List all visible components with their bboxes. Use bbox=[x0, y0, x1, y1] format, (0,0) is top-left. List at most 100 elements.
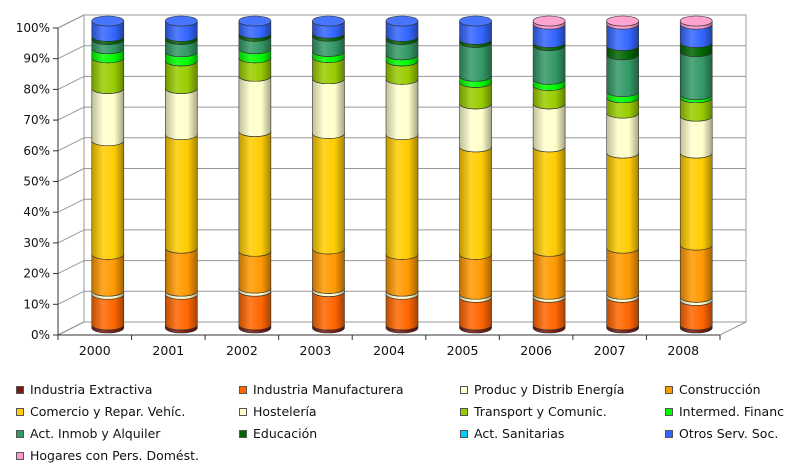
legend-swatch bbox=[16, 407, 24, 416]
legend-label: Hogares con Pers. Domést. bbox=[30, 448, 200, 463]
y-tick-label: 90% bbox=[23, 52, 50, 66]
legend-item: Intermed. Financ bbox=[665, 404, 784, 419]
legend-swatch bbox=[16, 451, 24, 460]
legend-label: Construcción bbox=[679, 382, 761, 397]
legend-swatch bbox=[239, 385, 247, 394]
bar-segment bbox=[238, 251, 272, 294]
legend-item: Industria Manufacturera bbox=[239, 382, 404, 397]
bar-segment bbox=[165, 294, 198, 331]
legend-label: Comercio y Repar. Vehíc. bbox=[30, 404, 186, 419]
bar-segment bbox=[459, 103, 492, 153]
legend-item: Produc y Distrib Energía bbox=[460, 382, 624, 397]
bar-segment bbox=[606, 152, 639, 254]
gridline-side bbox=[57, 137, 85, 152]
x-tick-label: 2007 bbox=[594, 343, 626, 358]
legend-label: Intermed. Financ bbox=[679, 404, 784, 419]
gridline-side bbox=[57, 168, 85, 182]
bar-segment bbox=[165, 88, 198, 140]
bar-segment-top bbox=[238, 15, 272, 27]
y-tick-label: 70% bbox=[23, 113, 50, 127]
gridline-side bbox=[57, 229, 85, 244]
x-tick-label: 2005 bbox=[447, 343, 479, 358]
bar-segment-top bbox=[385, 15, 419, 27]
legend-label: Act. Inmob y Alquiler bbox=[30, 426, 161, 441]
bar-segment bbox=[238, 131, 272, 257]
bar-segment bbox=[532, 103, 566, 153]
legend-swatch bbox=[239, 429, 247, 438]
bar-segment bbox=[679, 245, 713, 303]
legend-label: Otros Serv. Soc. bbox=[679, 426, 779, 441]
y-tick-label: 10% bbox=[23, 297, 50, 311]
legend-swatch bbox=[460, 407, 468, 416]
legend-item: Act. Sanitarias bbox=[460, 426, 564, 441]
y-tick-label: 80% bbox=[23, 82, 50, 96]
legend-swatch bbox=[460, 429, 468, 438]
legend: Industria Extractiva Industria Manufactur… bbox=[0, 378, 790, 471]
bar-segment bbox=[91, 140, 125, 260]
bar-segment bbox=[679, 116, 713, 159]
bar-segment-top bbox=[459, 15, 492, 27]
bar-segment bbox=[238, 291, 272, 331]
bar-segment bbox=[165, 134, 198, 254]
gridline-side bbox=[57, 290, 85, 305]
legend-label: Educación bbox=[253, 426, 318, 441]
bar-segment bbox=[312, 78, 345, 139]
bar-segment-top bbox=[532, 15, 566, 27]
legend-swatch bbox=[16, 385, 24, 394]
bar-segment-top bbox=[165, 15, 198, 27]
x-tick-label: 2006 bbox=[520, 343, 552, 358]
bar-segment bbox=[606, 248, 639, 300]
x-tick-label: 2001 bbox=[152, 343, 184, 358]
gridline-side bbox=[57, 198, 85, 213]
y-tick-label: 40% bbox=[23, 205, 50, 219]
legend-item: Construcción bbox=[665, 382, 761, 397]
legend-item: Otros Serv. Soc. bbox=[665, 426, 778, 441]
y-tick-label: 30% bbox=[23, 236, 50, 250]
bar-segment bbox=[312, 133, 345, 255]
legend-item: Hostelería bbox=[239, 404, 317, 419]
bar-segment-top bbox=[312, 15, 345, 27]
bar-segment bbox=[238, 76, 272, 137]
gridline-side bbox=[57, 260, 85, 275]
x-tick-label: 2004 bbox=[373, 343, 405, 358]
legend-swatch bbox=[665, 385, 673, 394]
legend-swatch bbox=[460, 385, 468, 394]
bar-segment bbox=[385, 294, 419, 331]
bar-segment bbox=[91, 57, 125, 94]
x-tick-label: 2003 bbox=[300, 343, 332, 358]
bar-segment bbox=[91, 88, 125, 147]
legend-swatch bbox=[16, 429, 24, 438]
bar-segment bbox=[91, 294, 125, 331]
x-tick-label: 2000 bbox=[79, 343, 111, 358]
legend-label: Transport y Comunic. bbox=[474, 404, 607, 419]
legend-swatch bbox=[665, 407, 673, 416]
legend-item: Comercio y Repar. Vehíc. bbox=[16, 404, 185, 419]
y-tick-label: 60% bbox=[23, 144, 50, 158]
bar-segment bbox=[91, 254, 125, 297]
bar-segment-top bbox=[679, 15, 713, 27]
y-tick-label: 50% bbox=[23, 175, 50, 189]
gridline-side bbox=[57, 106, 85, 121]
y-tick-label: 100% bbox=[16, 21, 50, 35]
x-tick-label: 2002 bbox=[226, 343, 258, 358]
bar-segment bbox=[532, 45, 566, 85]
bar-segment bbox=[385, 79, 419, 140]
bar-segment bbox=[606, 54, 639, 97]
bar-segment bbox=[459, 254, 492, 300]
y-tick-label: 0% bbox=[31, 328, 50, 342]
legend-label: Industria Manufacturera bbox=[253, 382, 404, 397]
legend-item: Hogares con Pers. Domést. bbox=[16, 448, 199, 463]
legend-item: Industria Extractiva bbox=[16, 382, 152, 397]
bar-segment bbox=[459, 146, 492, 260]
bar-segment bbox=[532, 251, 566, 300]
legend-label: Industria Extractiva bbox=[30, 382, 153, 397]
bar-segment-top bbox=[606, 15, 639, 27]
legend-label: Act. Sanitarias bbox=[474, 426, 565, 441]
legend-item: Act. Inmob y Alquiler bbox=[16, 426, 160, 441]
bar-segment bbox=[385, 134, 419, 260]
bar-segment bbox=[385, 254, 419, 297]
chart: 0% 10% 20% 30% 40% 50% 60% 70% 80% 90% 100% 2000 200… bbox=[16, 14, 747, 358]
legend-item: Transport y Comunic. bbox=[460, 404, 607, 419]
bar-segment bbox=[532, 146, 566, 257]
bar-segment bbox=[459, 42, 492, 82]
